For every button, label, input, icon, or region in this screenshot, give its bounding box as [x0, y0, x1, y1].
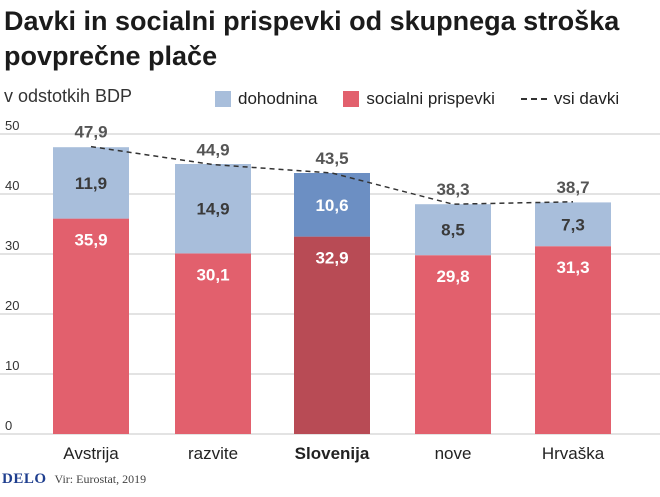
bar-social-2 [294, 236, 370, 434]
bar-income-tax-3 [415, 204, 491, 256]
bar-social-4 [535, 246, 611, 434]
category-label-1-1: države [187, 466, 238, 468]
source-note: Vir: Eurostat, 2019 [54, 471, 147, 486]
legend: dohodnina socialni prispevki vsi davki [215, 88, 656, 110]
legend-item-total: vsi davki [520, 89, 620, 109]
data-label-total-1: 44,9 [196, 141, 229, 160]
legend-item-income-tax: dohodnina [215, 89, 317, 109]
stacked-bar-chart: 0 10 20 30 40 50 35,9 11,9 47,9 Avstrija 30,1 14,9 4… [0, 118, 660, 468]
category-label-4-0: Hrvaška [542, 444, 605, 463]
y-axis-unit-label: v odstotkih BDP [4, 86, 133, 106]
legend-label-income-tax: dohodnina [238, 89, 318, 108]
category-label-2-0: Slovenija [295, 444, 370, 463]
data-label-social-3: 29,8 [436, 267, 469, 286]
bar-social-3 [415, 255, 491, 434]
bar-income-tax-4 [535, 202, 611, 247]
legend-label-social: socialni prispevki [366, 89, 495, 108]
legend-swatch-social [343, 91, 360, 107]
category-label-0-0: Avstrija [63, 444, 119, 463]
legend-swatch-income-tax [215, 91, 231, 107]
data-label-income-tax-2: 10,6 [315, 196, 348, 215]
delo-logo: DELO [2, 470, 47, 487]
legend-label-total: vsi davki [553, 89, 620, 108]
bar-income-tax-1 [175, 164, 251, 254]
data-label-total-0: 47,9 [74, 123, 107, 142]
data-label-income-tax-0: 11,9 [75, 174, 107, 193]
bar-social-0 [53, 218, 129, 434]
y-tick-label-20: 20 [5, 298, 19, 313]
y-tick-label-50: 50 [5, 118, 19, 133]
data-label-total-2: 43,5 [315, 149, 348, 168]
legend-item-social: socialni prispevki [343, 89, 495, 109]
data-label-income-tax-4: 7,3 [561, 215, 585, 234]
category-label-3-1: članice [427, 466, 480, 468]
category-label-1-0: razvite [188, 444, 238, 463]
data-label-income-tax-1: 14,9 [196, 200, 229, 219]
bar-income-tax-2 [294, 173, 370, 237]
total-taxes-line [90, 145, 574, 205]
data-label-social-2: 32,9 [315, 249, 348, 268]
data-label-total-3: 38,3 [436, 180, 469, 199]
data-label-social-0: 35,9 [74, 231, 107, 250]
bar-income-tax-0 [53, 147, 129, 219]
chart-title: Davki in socialni prispevki od skupnega … [4, 6, 620, 71]
y-tick-label-10: 10 [5, 358, 19, 373]
y-tick-label-40: 40 [5, 178, 19, 193]
data-label-social-1: 30,1 [196, 265, 229, 284]
data-label-income-tax-3: 8,5 [441, 221, 465, 240]
data-label-social-4: 31,3 [556, 258, 589, 277]
category-label-3-0: nove [435, 444, 472, 463]
y-tick-label-0: 0 [5, 418, 12, 433]
y-tick-label-30: 30 [5, 238, 19, 253]
bar-social-1 [175, 253, 251, 434]
legend-dash-total [520, 98, 547, 100]
footer: DELO Vir: Eurostat, 2019 [0, 468, 146, 490]
data-label-total-4: 38,7 [556, 178, 589, 197]
